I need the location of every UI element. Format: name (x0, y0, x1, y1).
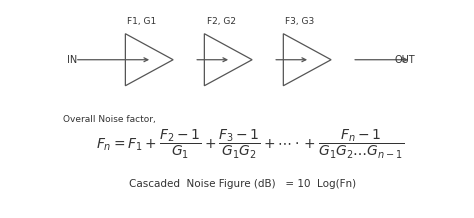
Text: Cascaded  Noise Figure (dB)   = 10  Log(Fn): Cascaded Noise Figure (dB) = 10 Log(Fn) (129, 179, 356, 189)
Text: F1, G1: F1, G1 (128, 17, 157, 26)
Text: F2, G2: F2, G2 (207, 17, 236, 26)
Text: Overall Noise factor,: Overall Noise factor, (63, 115, 155, 124)
Text: OUT: OUT (395, 55, 416, 65)
Text: IN: IN (66, 55, 77, 65)
Text: $F_n = F_1 + \dfrac{F_2-1}{G_1} + \dfrac{F_3-1}{G_1G_2} + \cdots\cdot + \dfrac{F: $F_n = F_1 + \dfrac{F_2-1}{G_1} + \dfrac… (96, 128, 404, 161)
Text: F3, G3: F3, G3 (285, 17, 315, 26)
